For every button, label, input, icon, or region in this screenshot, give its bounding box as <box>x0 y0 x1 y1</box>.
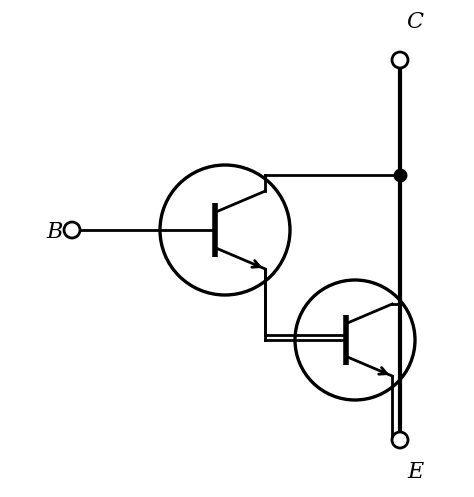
Text: C: C <box>407 11 423 33</box>
Text: E: E <box>407 461 423 483</box>
Circle shape <box>392 432 408 448</box>
Text: B: B <box>47 221 63 243</box>
Circle shape <box>64 222 80 238</box>
Circle shape <box>392 52 408 68</box>
